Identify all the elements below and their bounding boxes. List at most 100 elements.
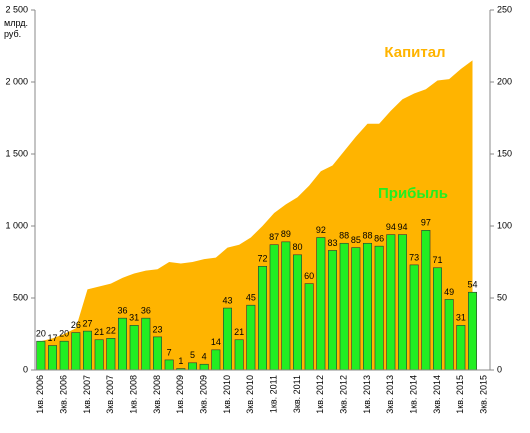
x-tick-label: 1кв. 2015 <box>455 375 465 414</box>
y-tick-label: 2 000 <box>5 76 28 86</box>
x-tick-label: 3кв. 2013 <box>385 375 395 414</box>
bar-value-label: 88 <box>362 231 372 241</box>
bar-value-label: 83 <box>327 238 337 248</box>
x-tick-label: 1кв. 2006 <box>35 375 45 414</box>
bar-value-label: 86 <box>374 234 384 244</box>
bar-value-label: 92 <box>316 225 326 235</box>
bar-value-label: 4 <box>202 352 207 362</box>
bar <box>339 242 349 371</box>
bar-value-label: 7 <box>167 347 172 357</box>
bar-value-label: 27 <box>82 318 92 328</box>
bar-value-label: 21 <box>234 327 244 337</box>
y2-tick-label: 100 <box>497 220 512 230</box>
bar-value-label: 54 <box>467 280 477 290</box>
x-tick-label: 3кв. 2010 <box>245 375 255 414</box>
x-tick-label: 1кв. 2009 <box>175 375 185 414</box>
bar <box>432 267 442 371</box>
bar-value-label: 94 <box>397 222 407 232</box>
bar-value-label: 72 <box>257 254 267 264</box>
area-label: Капитал <box>384 44 445 61</box>
bar <box>188 362 198 371</box>
capital-area <box>40 60 473 371</box>
x-tick-label: 1кв. 2013 <box>362 375 372 414</box>
y2-tick-label: 0 <box>497 364 502 374</box>
bar <box>269 244 279 371</box>
x-tick-label: 3кв. 2012 <box>339 375 349 414</box>
bar <box>234 339 244 371</box>
bar <box>257 266 267 371</box>
bar-value-label: 43 <box>222 295 232 305</box>
x-tick-label: 1кв. 2007 <box>82 375 92 414</box>
bar-value-label: 36 <box>117 306 127 316</box>
bar <box>304 283 314 371</box>
bar <box>118 317 128 371</box>
bar <box>374 245 384 371</box>
x-tick-label: 3кв. 2006 <box>59 375 69 414</box>
bar <box>351 247 361 371</box>
bar-value-label: 23 <box>152 324 162 334</box>
y2-tick-label: 150 <box>497 148 512 158</box>
x-tick-label: 1кв. 2008 <box>129 375 139 414</box>
x-tick-label: 1кв. 2010 <box>222 375 232 414</box>
y-tick-label: 500 <box>13 292 28 302</box>
bar <box>129 325 139 371</box>
bar <box>36 340 46 371</box>
bar-value-label: 73 <box>409 252 419 262</box>
bar <box>327 250 337 371</box>
bar <box>223 307 233 371</box>
bar <box>164 359 174 371</box>
bar <box>71 332 81 371</box>
y-tick-label: 1 500 <box>5 148 28 158</box>
bar <box>386 234 396 371</box>
bar <box>456 325 466 371</box>
bar-value-label: 5 <box>190 350 195 360</box>
bar-value-label: 87 <box>269 232 279 242</box>
bar-value-label: 97 <box>421 218 431 228</box>
x-tick-label: 1кв. 2011 <box>269 375 279 413</box>
bar <box>153 336 163 371</box>
bar-value-label: 45 <box>246 293 256 303</box>
bar <box>316 237 326 371</box>
bar-value-label: 20 <box>59 329 69 339</box>
bar-value-label: 20 <box>36 329 46 339</box>
bar-value-label: 80 <box>292 242 302 252</box>
bar <box>281 241 291 371</box>
x-tick-label: 3кв. 2009 <box>199 375 209 414</box>
x-tick-label: 1кв. 2012 <box>315 375 325 414</box>
bar-value-label: 14 <box>211 337 221 347</box>
x-tick-label: 1кв. 2014 <box>409 375 419 414</box>
bar <box>59 340 69 371</box>
bar-value-label: 31 <box>456 313 466 323</box>
y-axis-unit: млрд. руб. <box>4 18 28 39</box>
bar <box>362 242 372 371</box>
bar <box>47 345 57 371</box>
y2-tick-label: 200 <box>497 76 512 86</box>
bar-value-label: 36 <box>141 306 151 316</box>
bar <box>421 230 431 371</box>
bar-value-label: 88 <box>339 231 349 241</box>
bar-value-label: 31 <box>129 313 139 323</box>
bar <box>94 339 104 371</box>
y-tick-label: 1 000 <box>5 220 28 230</box>
bar-value-label: 94 <box>386 222 396 232</box>
bar-value-label: 85 <box>351 235 361 245</box>
bar <box>467 291 477 371</box>
bar-label: Прибыль <box>378 185 448 202</box>
bar-value-label: 26 <box>71 320 81 330</box>
bar-value-label: 22 <box>106 326 116 336</box>
bar-value-label: 49 <box>444 287 454 297</box>
bar <box>409 264 419 371</box>
bar-value-label: 71 <box>432 255 442 265</box>
bar <box>397 234 407 371</box>
bar-value-label: 21 <box>94 327 104 337</box>
bar-value-label: 1 <box>178 356 183 366</box>
y-tick-label: 2 500 <box>5 4 28 14</box>
bar <box>292 254 302 371</box>
x-tick-label: 3кв. 2007 <box>105 375 115 414</box>
bar <box>141 317 151 371</box>
x-tick-label: 3кв. 2011 <box>292 375 302 413</box>
bar-value-label: 17 <box>47 333 57 343</box>
y2-tick-label: 50 <box>497 292 507 302</box>
